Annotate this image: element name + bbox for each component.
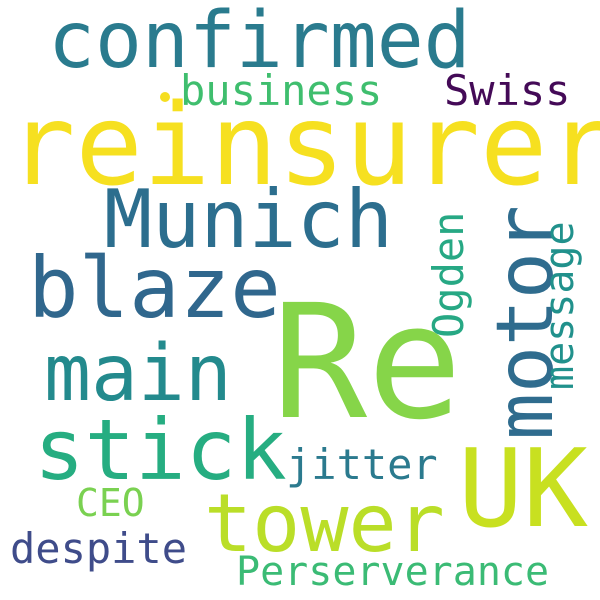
word-confirmed: confirmed: [48, 0, 471, 86]
word-swiss: Swiss: [444, 66, 571, 115]
word-tower: tower: [204, 477, 445, 570]
word-re: Re: [272, 271, 463, 455]
word-munich: Munich: [104, 173, 393, 266]
word-message: message: [537, 221, 583, 390]
word-perserverance: Perserverance: [236, 549, 550, 595]
word-stick: stick: [34, 401, 287, 499]
word-ceo: CEO: [76, 481, 145, 525]
word-uk: UK: [458, 427, 589, 552]
word-blaze: blaze: [28, 239, 281, 337]
dot-mark: [160, 92, 170, 102]
word-despite: despite: [10, 524, 188, 573]
word-main: main: [44, 329, 232, 419]
word-jitter: jitter: [286, 440, 438, 489]
word-reinsurer: reinsurer: [8, 81, 600, 211]
word-business: business: [180, 66, 383, 115]
